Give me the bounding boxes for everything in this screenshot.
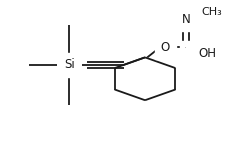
- Text: N: N: [181, 13, 190, 26]
- Text: CH₃: CH₃: [201, 7, 222, 17]
- Text: C: C: [185, 47, 186, 48]
- Text: OH: OH: [198, 47, 216, 60]
- Text: Si: Si: [64, 59, 75, 71]
- Text: O: O: [161, 40, 170, 53]
